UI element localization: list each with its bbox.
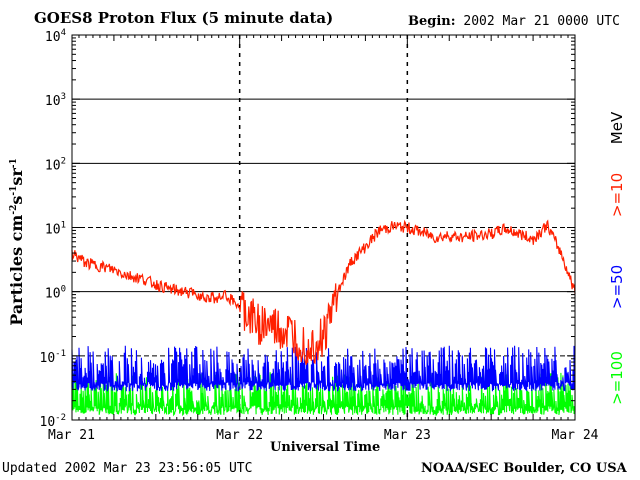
x-tick-label: Mar 23 — [384, 428, 431, 443]
series-ge50 — [71, 345, 576, 392]
legend-ge10: >=10 — [608, 173, 626, 217]
chart-title: GOES8 Proton Flux (5 minute data) — [34, 9, 334, 27]
tick-labels: 10-2 10-1 100 101 102 103 104 Mar 21 Mar 22 Mar 2… — [40, 28, 599, 443]
begin-label: Begin: — [408, 14, 456, 29]
begin-time: Begin: 2002 Mar 21 0000 UTC — [408, 14, 620, 29]
x-tick-label: Mar 22 — [216, 428, 263, 443]
updated-timestamp: Updated 2002 Mar 23 23:56:05 UTC — [2, 461, 253, 476]
x-axis-label: Universal Time — [270, 440, 381, 455]
ge100-line — [71, 372, 576, 417]
y-tick-label: 102 — [45, 156, 66, 173]
y-tick-label: 100 — [45, 285, 66, 302]
ge10-line — [71, 219, 576, 366]
legend-ge50: >=50 — [608, 265, 626, 309]
series-ge100 — [71, 372, 576, 417]
begin-value: 2002 Mar 21 0000 UTC — [463, 14, 620, 29]
legend-units: MeV — [608, 111, 626, 144]
y-tick-label: 103 — [45, 92, 66, 109]
credit-text: NOAA/SEC Boulder, CO USA — [421, 461, 627, 476]
series-ge10 — [71, 219, 576, 366]
x-tick-label: Mar 21 — [48, 428, 95, 443]
y-axis-label: Particles cm-2s-1sr-1 — [7, 158, 26, 326]
x-tick-label: Mar 24 — [552, 428, 599, 443]
y-tick-label: 10-1 — [40, 349, 67, 366]
y-tick-label: 104 — [45, 28, 66, 45]
legend-ge100: >=100 — [608, 351, 626, 405]
energy-legend: MeV >=10 >=50 >=100 — [608, 111, 626, 405]
plot-frame — [71, 34, 576, 421]
y-tick-label: 101 — [45, 221, 66, 238]
y-tick-label: 10-2 — [40, 413, 67, 430]
ge50-line — [71, 345, 576, 392]
